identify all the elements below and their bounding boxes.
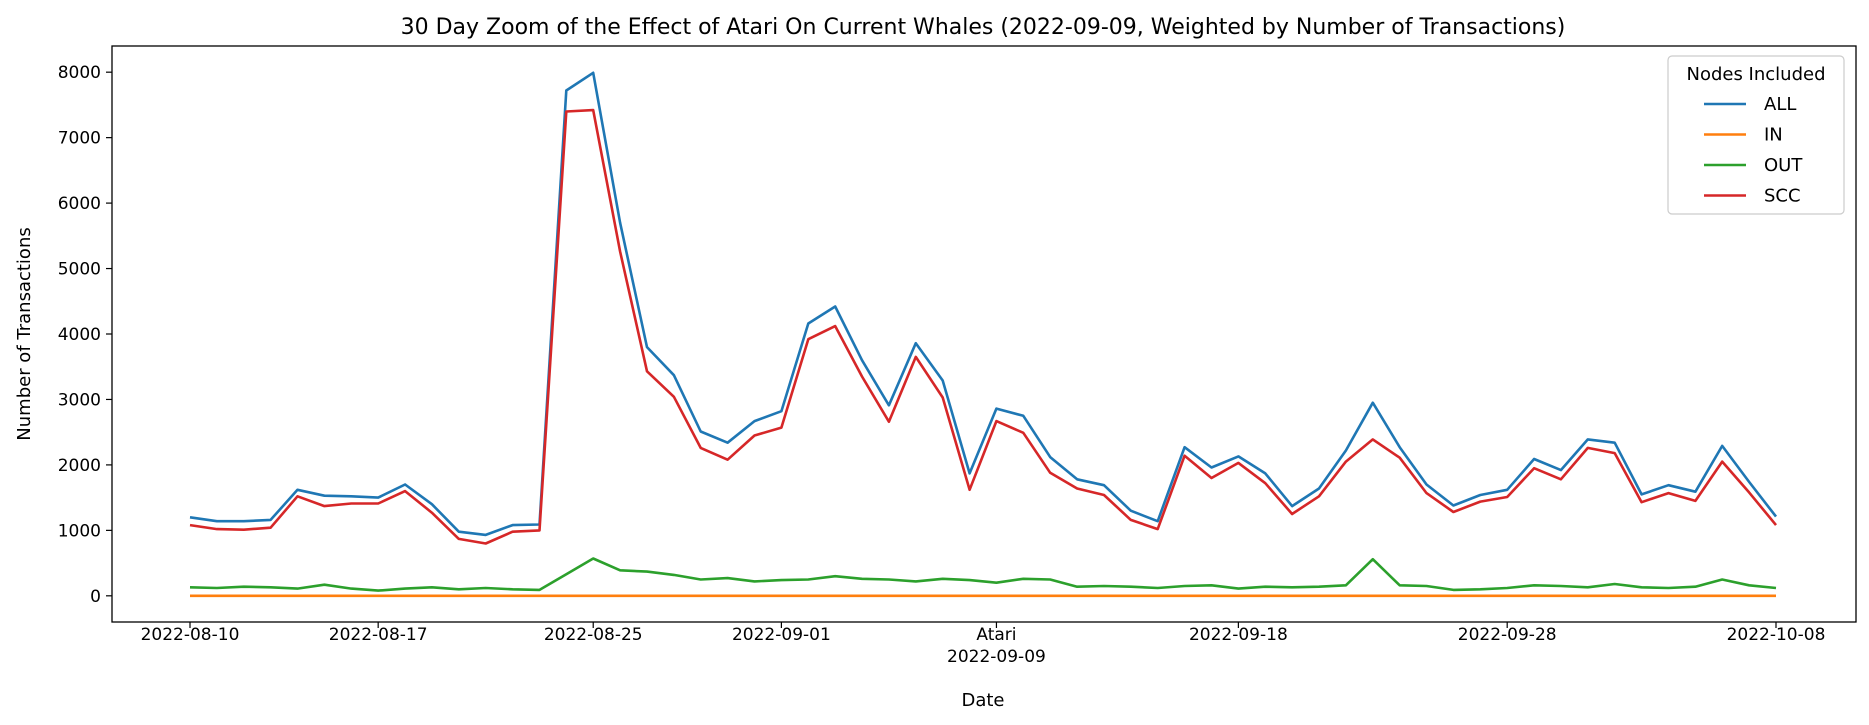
event-label: Atari [976,625,1016,645]
legend-title: Nodes Included [1686,64,1825,85]
x-tick-label: 2022-09-01 [732,625,831,645]
y-axis: 0 1000 2000 3000 4000 5000 6000 7000 8000 [58,63,112,607]
x-tick-label: 2022-08-10 [141,625,240,645]
x-axis: 2022-08-10 2022-08-17 2022-08-25 2022-09-01… [141,622,1826,667]
x-tick-label: 2022-09-18 [1189,625,1288,645]
y-tick-label: 1000 [58,521,101,541]
series-line-all [189,71,1778,537]
legend-label-out: OUT [1764,155,1803,176]
series-line-scc [189,108,1778,545]
y-tick-label: 4000 [58,325,101,345]
y-tick-label: 7000 [58,129,101,149]
legend-box [1667,55,1845,215]
y-axis-label: Number of Transactions [14,227,35,440]
legend: Nodes Included ALL IN OUT SCC [1667,55,1845,215]
y-tick-label: 6000 [58,194,101,214]
y-tick-label: 0 [90,587,101,607]
y-tick-label: 5000 [58,260,101,280]
x-tick-label: 2022-08-25 [544,625,643,645]
plot-area [189,71,1778,598]
y-tick-label: 3000 [58,390,101,410]
series-line-out [189,557,1777,592]
chart-title: 30 Day Zoom of the Effect of Atari On Cu… [401,15,1566,40]
x-axis-label: Date [961,690,1004,711]
x-tick-label: 2022-09-28 [1458,625,1557,645]
x-tick-label: 2022-10-08 [1727,625,1826,645]
legend-label-in: IN [1764,125,1783,146]
y-tick-label: 2000 [58,456,101,476]
x-tick-label: 2022-09-09 [947,647,1046,667]
legend-label-scc: SCC [1764,186,1801,207]
x-tick-label: 2022-08-17 [329,625,428,645]
y-tick-label: 8000 [58,63,101,83]
legend-label-all: ALL [1764,94,1796,115]
